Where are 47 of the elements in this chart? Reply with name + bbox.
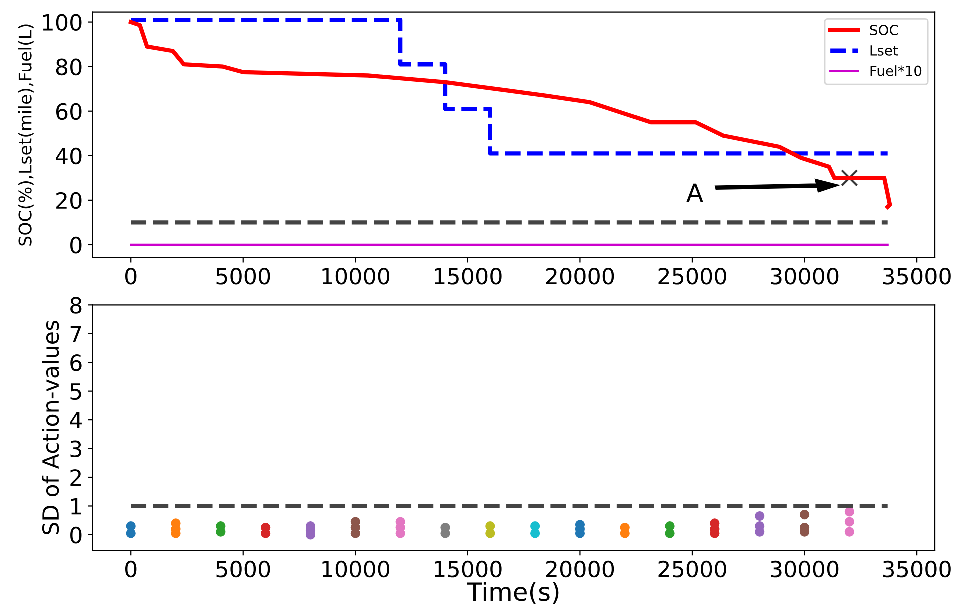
y-tick-label: 0: [70, 236, 82, 254]
y-tick-label: 4: [70, 412, 82, 428]
point: [844, 507, 854, 517]
y-tick-label: 80: [56, 58, 82, 76]
y-tick-label: 5: [70, 384, 82, 400]
point: [844, 517, 854, 527]
y-tick-label: 2: [70, 469, 81, 486]
x-tick-label: 20000: [546, 268, 614, 285]
y-tick-label: 7: [70, 326, 82, 342]
x-tick-label: 30000: [771, 560, 839, 578]
y-tick-label: 8: [70, 297, 82, 314]
point: [844, 527, 854, 537]
annotation: A: [686, 184, 704, 202]
y-tick-label: 60: [56, 103, 82, 120]
x-tick-label: 15000: [435, 268, 502, 285]
point: [126, 522, 136, 532]
x-tick-label: 30000: [771, 268, 839, 285]
x-tick-label: 15000: [435, 560, 502, 578]
point: [755, 511, 765, 522]
legend-label: Lset: [870, 46, 898, 56]
x-tick-label: 35000: [883, 268, 951, 285]
x-tick-label: 5000: [216, 560, 270, 578]
legend-label: SOC: [870, 25, 898, 36]
x-tick-label: 25000: [658, 560, 726, 578]
x-tick-label: 35000: [883, 560, 951, 578]
y-tick-label: 6: [70, 354, 82, 372]
y-tick-label: 3: [70, 440, 82, 458]
x-tick-label: 5000: [216, 268, 270, 285]
y-axis-title: SD of Action-values: [42, 321, 60, 535]
y-tick-label: 100: [43, 14, 82, 32]
x-tick-label: 0: [125, 560, 137, 578]
point: [486, 522, 496, 532]
point: [665, 522, 675, 532]
y-tick-label: 20: [56, 192, 82, 210]
x-tick-label: 20000: [546, 560, 614, 578]
y-tick-label: 1: [72, 498, 82, 515]
x-tick-label: 25000: [658, 268, 726, 285]
point: [800, 510, 810, 520]
point: [530, 522, 540, 532]
y-axis-title: SOC(%),Lset(mile),Fuel(L): [18, 24, 34, 246]
x-axis-title: Time(s): [467, 582, 559, 604]
legend-label: Fuel*10: [870, 66, 922, 76]
x-tick-label: 0: [125, 268, 137, 285]
x-tick-label: 10000: [322, 268, 390, 285]
x-tick-label: 10000: [322, 560, 390, 578]
y-tick-label: 40: [56, 148, 82, 165]
y-tick-label: 0: [70, 526, 82, 544]
